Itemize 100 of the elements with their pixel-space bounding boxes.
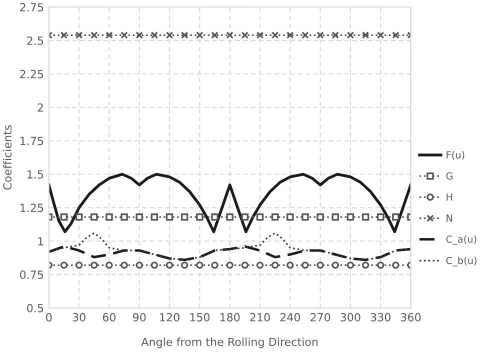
point bbox=[256, 213, 264, 221]
point bbox=[256, 32, 264, 39]
x-tick-label: 180 bbox=[220, 313, 240, 322]
point bbox=[120, 262, 128, 269]
legend-label: H bbox=[446, 193, 452, 201]
point bbox=[241, 213, 249, 221]
point bbox=[60, 262, 68, 269]
point bbox=[241, 32, 249, 39]
point bbox=[180, 213, 188, 221]
y-tick-label: 2.25 bbox=[20, 70, 44, 78]
point bbox=[120, 32, 128, 39]
point bbox=[376, 213, 384, 221]
point bbox=[75, 32, 83, 39]
point bbox=[226, 32, 234, 39]
point bbox=[286, 213, 294, 221]
point bbox=[302, 262, 309, 269]
point bbox=[120, 213, 128, 221]
point bbox=[286, 32, 294, 39]
line-series bbox=[48, 232, 411, 261]
point bbox=[271, 262, 279, 269]
x-tick-label: 120 bbox=[160, 313, 180, 322]
point bbox=[226, 262, 234, 269]
point bbox=[346, 262, 354, 269]
point bbox=[136, 32, 143, 39]
point bbox=[271, 213, 279, 221]
point bbox=[392, 213, 400, 221]
y-tick-label: 2.5 bbox=[27, 36, 44, 45]
point bbox=[166, 32, 174, 39]
x-tick-label: 300 bbox=[340, 313, 360, 322]
point bbox=[332, 32, 339, 39]
y-tick-label: 2.75 bbox=[20, 3, 44, 12]
point bbox=[150, 262, 158, 269]
point bbox=[362, 262, 370, 269]
x-tick-label: 270 bbox=[310, 313, 330, 322]
point bbox=[241, 262, 249, 269]
point bbox=[106, 262, 113, 269]
x-tick-label: 360 bbox=[401, 313, 421, 322]
point bbox=[256, 262, 264, 269]
point bbox=[196, 32, 204, 39]
point bbox=[286, 262, 294, 269]
point bbox=[332, 262, 339, 269]
point bbox=[150, 213, 158, 221]
y-tick-label: 1.25 bbox=[20, 204, 44, 212]
point bbox=[226, 213, 234, 221]
x-tick-label: 210 bbox=[250, 313, 270, 322]
y-tick-label: 1.75 bbox=[20, 136, 44, 146]
y-tick-label: 1 bbox=[38, 237, 44, 246]
point bbox=[316, 213, 324, 221]
x-tick-label: 240 bbox=[280, 313, 300, 322]
line-series bbox=[48, 172, 411, 234]
line-series bbox=[48, 245, 411, 262]
x-axis-title: Angle from the Rolling Direction bbox=[141, 337, 318, 348]
x-tick-label: 0 bbox=[46, 313, 52, 322]
point bbox=[346, 32, 354, 39]
x-tick-label: 90 bbox=[132, 313, 146, 322]
x-tick-label: 30 bbox=[72, 313, 86, 322]
y-tick-label: 0.75 bbox=[20, 270, 44, 279]
point bbox=[376, 262, 384, 269]
point bbox=[60, 32, 68, 39]
point bbox=[332, 213, 339, 221]
point bbox=[90, 262, 98, 269]
legend-label: C_b(u) bbox=[446, 256, 476, 266]
x-tick-label: 60 bbox=[102, 313, 116, 322]
point bbox=[180, 32, 188, 39]
point bbox=[75, 213, 83, 221]
point bbox=[75, 262, 83, 269]
point bbox=[211, 213, 218, 221]
point bbox=[392, 32, 400, 39]
point bbox=[90, 32, 98, 39]
y-tick-label: 2 bbox=[38, 103, 43, 112]
point bbox=[211, 32, 218, 39]
y-tick-label: 1.5 bbox=[28, 170, 44, 179]
point bbox=[166, 213, 174, 221]
point bbox=[166, 262, 174, 269]
y-tick-label: 0.5 bbox=[27, 304, 44, 312]
legend-label: G bbox=[446, 172, 452, 180]
y-axis-title: Coefficients bbox=[2, 125, 12, 190]
point bbox=[302, 213, 309, 221]
point bbox=[180, 262, 188, 269]
point bbox=[196, 262, 204, 269]
point bbox=[90, 213, 98, 221]
point bbox=[60, 213, 68, 221]
point bbox=[392, 262, 400, 269]
point bbox=[362, 213, 370, 221]
point bbox=[362, 32, 370, 39]
point bbox=[376, 32, 384, 39]
point bbox=[346, 213, 354, 221]
point bbox=[302, 32, 309, 39]
point bbox=[316, 32, 324, 39]
point bbox=[196, 213, 204, 221]
point bbox=[136, 213, 143, 221]
legend-label: F(u) bbox=[446, 151, 464, 160]
point bbox=[316, 262, 324, 269]
point bbox=[271, 32, 279, 39]
x-tick-label: 330 bbox=[370, 313, 390, 322]
point bbox=[106, 32, 113, 39]
x-tick-label: 150 bbox=[190, 313, 210, 322]
point bbox=[136, 262, 143, 269]
point bbox=[211, 262, 218, 269]
legend-label: C_a(u) bbox=[446, 235, 476, 245]
